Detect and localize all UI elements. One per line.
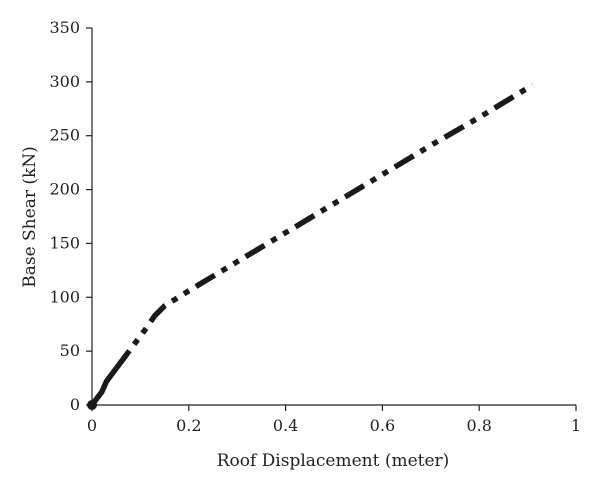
axes [91,28,576,406]
x-tick-label: 0.8 [466,416,491,435]
x-tick-label: 0.6 [370,416,395,435]
x-tick-label: 1 [571,416,581,435]
y-tick-label: 350 [49,18,80,37]
series-line-start [89,366,119,407]
y-tick-label: 50 [60,341,80,360]
y-axis-ticks: 0 50 100 150 200 250 300 350 [49,18,92,414]
origin-marker [87,400,97,410]
y-tick-label: 0 [70,395,80,414]
series-line [113,82,534,371]
series-group [87,82,534,410]
y-axis-title: Base Shear (kN) [20,146,40,288]
x-axis-ticks: 0 0.2 0.4 0.6 0.8 1 [87,405,581,435]
x-tick-label: 0.4 [273,416,298,435]
y-tick-label: 300 [49,72,80,91]
x-axis-title: Roof Displacement (meter) [217,451,450,471]
x-tick-label: 0.2 [176,416,201,435]
y-tick-label: 150 [49,233,80,252]
y-tick-label: 200 [49,180,80,199]
y-tick-label: 100 [49,287,80,306]
x-tick-label: 0 [87,416,97,435]
y-tick-label: 250 [49,126,80,145]
